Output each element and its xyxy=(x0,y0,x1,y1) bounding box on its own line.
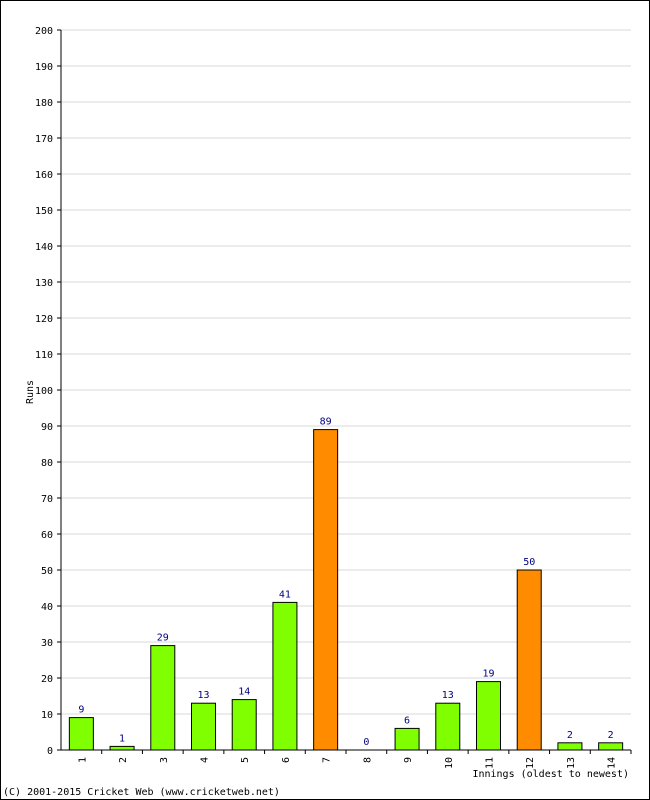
labels: 0102030405060708090100110120130140150160… xyxy=(35,26,618,769)
bar xyxy=(231,699,257,751)
y-tick-label: 120 xyxy=(35,314,53,325)
x-tick-label: 5 xyxy=(240,757,251,763)
y-tick-label: 110 xyxy=(35,350,53,361)
y-tick-label: 160 xyxy=(35,170,53,181)
x-tick-label: 7 xyxy=(322,757,333,763)
bar-value-label: 19 xyxy=(482,669,494,680)
bar xyxy=(272,601,298,751)
y-tick-label: 30 xyxy=(41,638,53,649)
bar xyxy=(476,681,501,751)
bar-value-label: 14 xyxy=(238,687,250,698)
bar-value-label: 89 xyxy=(320,417,332,428)
bar xyxy=(598,742,624,751)
bar-value-label: 6 xyxy=(404,715,410,726)
x-axis-title: Innings (oldest to newest) xyxy=(472,769,629,780)
x-tick-label: 2 xyxy=(118,757,129,763)
y-tick-label: 180 xyxy=(35,98,53,109)
x-tick-label: 14 xyxy=(607,757,618,769)
y-tick-label: 80 xyxy=(41,458,53,469)
bar xyxy=(435,702,461,751)
x-tick-label: 9 xyxy=(403,757,414,763)
bar-value-label: 50 xyxy=(523,557,535,568)
bars xyxy=(68,429,624,751)
x-tick-label: 12 xyxy=(525,757,536,769)
x-tick-label: 11 xyxy=(485,757,496,769)
bar-value-label: 9 xyxy=(78,705,84,716)
bar xyxy=(150,645,176,751)
bar xyxy=(191,702,216,751)
bar-value-label: 2 xyxy=(567,730,573,741)
gridlines xyxy=(61,29,631,751)
bar xyxy=(313,429,339,751)
y-tick-label: 90 xyxy=(41,422,53,433)
copyright-text: (C) 2001-2015 Cricket Web (www.cricketwe… xyxy=(3,787,280,798)
x-tick-label: 4 xyxy=(200,757,211,763)
bar-value-label: 41 xyxy=(279,589,291,600)
bar xyxy=(109,745,135,751)
y-axis-title: Runs xyxy=(25,380,36,404)
y-tick-label: 60 xyxy=(41,530,53,541)
x-tick-label: 8 xyxy=(362,757,373,763)
y-tick-label: 140 xyxy=(35,242,53,253)
bar-value-label: 13 xyxy=(442,690,454,701)
y-tick-label: 200 xyxy=(35,26,53,37)
y-tick-label: 40 xyxy=(41,602,53,613)
x-tick-label: 6 xyxy=(281,757,292,763)
bar-value-label: 29 xyxy=(157,633,169,644)
y-tick-label: 130 xyxy=(35,278,53,289)
y-tick-label: 190 xyxy=(35,62,53,73)
x-tick-label: 10 xyxy=(444,757,455,769)
y-tick-label: 100 xyxy=(35,386,53,397)
y-tick-label: 20 xyxy=(41,674,53,685)
axes xyxy=(57,29,632,754)
x-tick-label: 13 xyxy=(566,757,577,769)
y-tick-label: 150 xyxy=(35,206,53,217)
bar xyxy=(68,717,94,751)
bar-value-label: 2 xyxy=(608,730,614,741)
y-tick-label: 70 xyxy=(41,494,53,505)
bar-value-label: 13 xyxy=(197,690,209,701)
y-tick-label: 170 xyxy=(35,134,53,145)
y-tick-label: 0 xyxy=(47,746,53,757)
bar xyxy=(516,569,542,751)
bar xyxy=(557,742,583,751)
y-tick-label: 10 xyxy=(41,710,53,721)
bar-value-label: 0 xyxy=(363,737,369,748)
y-tick-label: 50 xyxy=(41,566,53,577)
x-tick-label: 1 xyxy=(77,757,88,763)
bar xyxy=(394,727,420,751)
x-tick-label: 3 xyxy=(159,757,170,763)
bar-value-label: 1 xyxy=(119,733,125,744)
